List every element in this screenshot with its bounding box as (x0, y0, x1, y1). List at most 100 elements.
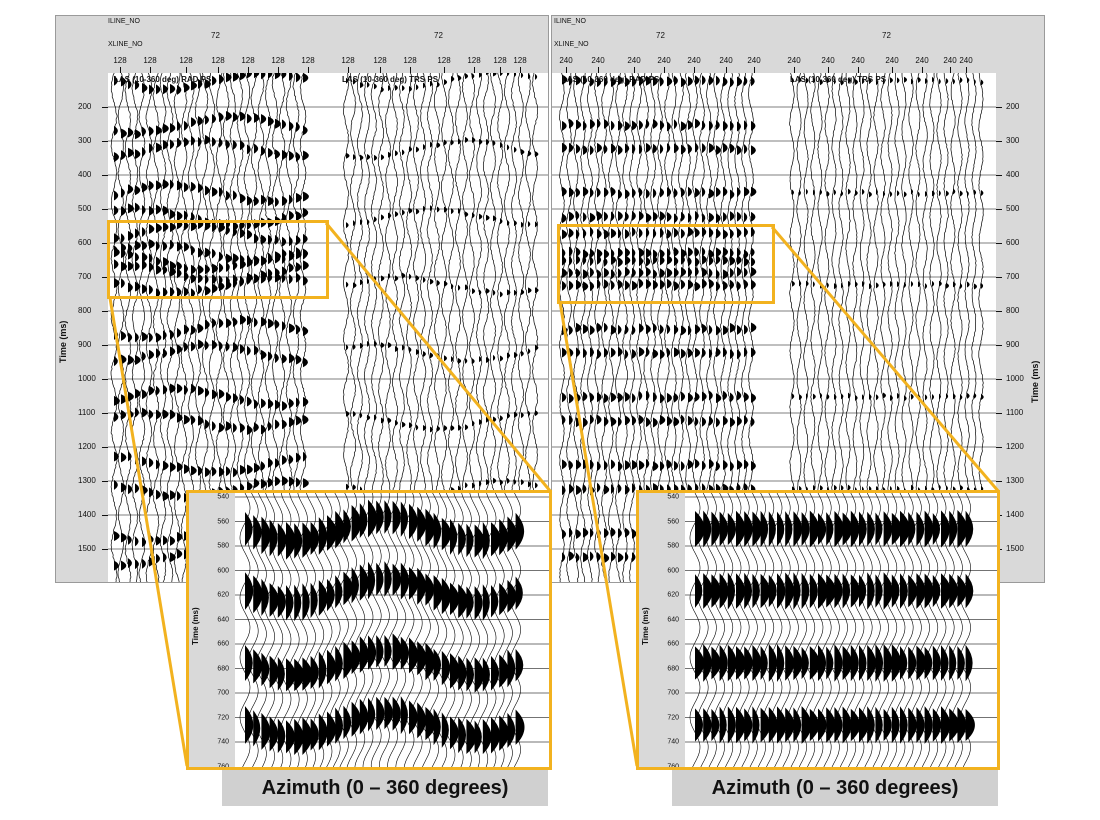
trace-peak (500, 291, 503, 298)
zoom-trace-peak (376, 562, 384, 596)
trace-peak (156, 288, 161, 299)
trace-peak (521, 350, 524, 357)
trace-peak (583, 391, 588, 402)
xline-tick-mark (858, 67, 859, 73)
zoom-trace-peak (867, 706, 875, 744)
trace-peak (212, 274, 217, 285)
trace-peak (625, 121, 630, 132)
trace-peak (695, 187, 700, 198)
trace-peak (625, 552, 629, 563)
trace-peak (639, 278, 644, 289)
trace-peak (862, 78, 865, 85)
zoom-trace-peak (752, 644, 762, 682)
trace-peak (528, 150, 532, 157)
trace-peak (960, 190, 963, 197)
trace-peak (604, 118, 609, 129)
zoom-trace-peak (425, 642, 436, 681)
xline-label: XLINE_NO (108, 41, 143, 48)
time-tick-label: 1500 (1006, 544, 1024, 553)
trace-peak (226, 253, 232, 264)
zoom-trace-peak (965, 510, 974, 548)
trace-peak (395, 419, 398, 426)
trace-peak (493, 73, 497, 77)
xline-ticks: 128 128 128 128 128 128 128 128 128 128 128 128 128 1… (108, 56, 527, 73)
trace-peak (611, 280, 615, 291)
zoom-trace-wiggle (510, 493, 521, 767)
trace-peak (590, 145, 594, 156)
trace-peak (149, 126, 154, 137)
trace-peak (163, 330, 167, 341)
trace-peak (709, 75, 714, 86)
zoom-trace-peak (261, 578, 269, 616)
trace-peak (583, 323, 589, 334)
trace-peak (156, 553, 160, 564)
zoom-trace-peak (695, 646, 705, 680)
trace-peak (604, 187, 609, 198)
trace-peak (212, 389, 218, 400)
trace-peak (296, 73, 301, 83)
trace-peak (121, 560, 127, 571)
trace-peak (806, 77, 809, 84)
trace-peak (135, 559, 139, 570)
trace-peak (576, 187, 581, 198)
zoom-trace-peak (253, 575, 263, 614)
trace-peak (604, 553, 610, 564)
xline-tick-mark (966, 67, 967, 73)
zoom-trace-wiggle (461, 493, 472, 767)
trace-peak (240, 344, 245, 355)
zoom-trace-peak (245, 706, 254, 744)
trace-peak (275, 196, 279, 207)
trace-peak (121, 76, 127, 87)
trace-peak (597, 248, 603, 259)
trace-peak (156, 222, 162, 233)
trace-peak (618, 189, 623, 200)
trace-peak (869, 191, 872, 198)
trace-peak (709, 416, 714, 427)
trace-peak (562, 186, 567, 197)
trace-peak (611, 248, 615, 259)
trace-peak (205, 340, 209, 351)
trace-peak (646, 118, 650, 129)
trace-peak (268, 234, 273, 245)
trace-peak (275, 319, 280, 330)
trace-peak (583, 186, 589, 197)
zoom-trace-peak (499, 715, 509, 751)
trace-peak (576, 417, 581, 428)
trace-peak (604, 76, 608, 87)
trace-peak (562, 414, 566, 425)
trace-peak (632, 210, 636, 221)
zoom-trace-peak (327, 578, 335, 612)
zoom-trace-peak (253, 649, 263, 684)
trace-peak (751, 347, 756, 358)
trace-peak (681, 121, 687, 132)
trace-peak (353, 78, 356, 85)
zoom-trace-peak (703, 510, 712, 548)
trace-peak (653, 461, 659, 472)
trace-peak (618, 247, 623, 258)
trace-peak (911, 280, 914, 287)
zoom-trace-peak (368, 697, 376, 732)
trace-peak (381, 342, 385, 349)
trace-peak (212, 222, 217, 233)
zoom-trace-peak (400, 696, 408, 735)
xline-tick-label: 240 (959, 56, 973, 65)
zoom-trace-peak (842, 645, 853, 681)
trace-peak (744, 415, 748, 426)
trace-peak (590, 485, 595, 496)
trace-peak (247, 255, 251, 266)
trace-peak (254, 345, 259, 356)
trace-peak (423, 205, 426, 212)
xline-tick-label: 128 (271, 56, 285, 65)
zoom-trace-peak (286, 522, 296, 560)
trace-peak (233, 317, 238, 328)
trace-peak (751, 76, 755, 87)
trace-peak (681, 144, 686, 155)
trace-peak (674, 213, 678, 224)
trace-peak (604, 267, 609, 278)
zoom-trace-peak (826, 574, 836, 608)
trace-peak (611, 186, 616, 197)
zoom-trace-wiggle (321, 493, 333, 767)
trace-peak (346, 77, 349, 84)
zoom-trace-peak (727, 644, 737, 682)
trace-peak (128, 184, 134, 195)
